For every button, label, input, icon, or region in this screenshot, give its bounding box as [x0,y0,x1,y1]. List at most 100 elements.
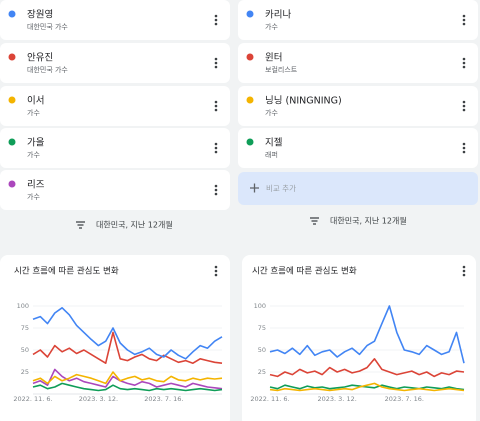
term-subtitle: 가수 [265,22,278,31]
term-subtitle: 보컬리스트 [265,65,298,74]
term-card[interactable] [238,86,478,126]
term-card[interactable] [238,0,478,40]
term-card[interactable] [0,0,230,40]
filter-icon [76,221,85,229]
menu-dot [462,150,466,154]
menu-dot [214,65,218,69]
menu-dot [214,265,218,269]
menu-dot [462,61,466,65]
series-line [269,305,465,364]
series-line [32,371,223,385]
menu-dot [462,108,466,112]
menu-dot [462,100,466,104]
y-tick-label: 50 [21,346,29,354]
menu-dot [214,57,218,61]
term-name: 이서 [27,96,44,107]
term-color [246,53,254,61]
series-line [269,382,465,392]
term-subtitle: 래퍼 [265,150,278,159]
term-name: 닝닝 (NINGNING) [265,96,342,107]
term-name: 안유진 [27,53,53,64]
menu-dot [462,146,466,150]
term-color [8,10,16,18]
term-name: 윈터 [265,53,282,64]
chart-title: 시간 흐름에 따른 관심도 변화 [252,266,357,277]
menu-dot [214,150,218,154]
term-color [8,138,16,146]
menu-dot [214,142,218,146]
term-color [8,180,16,188]
menu-dot [214,104,218,108]
y-tick-label: 75 [21,324,29,332]
term-subtitle: 가수 [27,150,40,159]
term-card[interactable] [238,43,478,83]
menu-dot [462,104,466,108]
plus-icon [250,183,259,193]
term-subtitle: 대한민국 가수 [27,22,68,31]
menu-dot [214,18,218,22]
menu-dot [462,265,466,269]
x-tick-label: 2023. 7. 16. [385,395,424,403]
term-name: 장원영 [27,10,53,21]
menu-dot [214,273,218,277]
y-tick-label: 25 [258,368,266,376]
term-subtitle: 가수 [27,108,40,117]
y-tick-label: 100 [254,302,266,310]
menu-dot [214,22,218,26]
term-card[interactable] [0,128,230,168]
term-color [246,10,254,18]
x-tick-label: 2023. 3. 12. [318,395,357,403]
menu-dot [462,269,466,273]
term-name: 지젤 [265,137,283,149]
x-tick-label: 2023. 3. 12. [79,395,118,403]
filter-label[interactable]: 대한민국, 지난 12개월 [96,220,173,230]
chart-card [242,255,476,421]
menu-dot [214,192,218,196]
term-card[interactable] [0,170,230,210]
filter-label[interactable]: 대한민국, 지난 12개월 [330,216,407,226]
menu-dot [462,22,466,26]
term-card[interactable] [0,43,230,83]
series-line [32,306,223,360]
y-tick-label: 25 [21,368,29,376]
menu-dot [462,65,466,69]
term-color [8,53,16,61]
term-subtitle: 가수 [27,192,40,201]
chart-title: 시간 흐름에 따른 관심도 변화 [14,266,119,277]
menu-dot [214,146,218,150]
x-tick-label: 2022. 11. 6. [13,395,52,403]
term-card[interactable] [238,128,478,168]
series-line [269,384,465,391]
y-tick-label: 50 [258,346,266,354]
series-line [32,368,223,390]
term-color [246,96,254,104]
x-tick-label: 2022. 11. 6. [250,395,289,403]
menu-dot [214,188,218,192]
term-name: 리즈 [27,180,45,191]
menu-dot [214,14,218,18]
x-tick-label: 2023. 7. 16. [144,395,183,403]
menu-dot [214,108,218,112]
series-line [32,382,223,392]
term-subtitle: 가수 [265,108,278,117]
menu-dot [214,269,218,273]
term-subtitle: 대한민국 가수 [27,65,68,74]
add-compare-label: 비교 추가 [266,184,296,193]
filter-icon [310,217,319,225]
term-name: 가을 [27,138,45,149]
menu-dot [462,14,466,18]
term-card[interactable] [0,86,230,126]
y-tick-label: 75 [258,324,266,332]
menu-dot [214,100,218,104]
menu-dot [462,273,466,277]
term-color [8,96,16,104]
menu-dot [462,57,466,61]
add-compare[interactable] [238,172,478,205]
series-line [32,331,223,365]
term-color [246,138,254,146]
menu-dot [462,142,466,146]
menu-dot [214,61,218,65]
term-name: 카리나 [265,10,291,21]
menu-dot [214,184,218,188]
